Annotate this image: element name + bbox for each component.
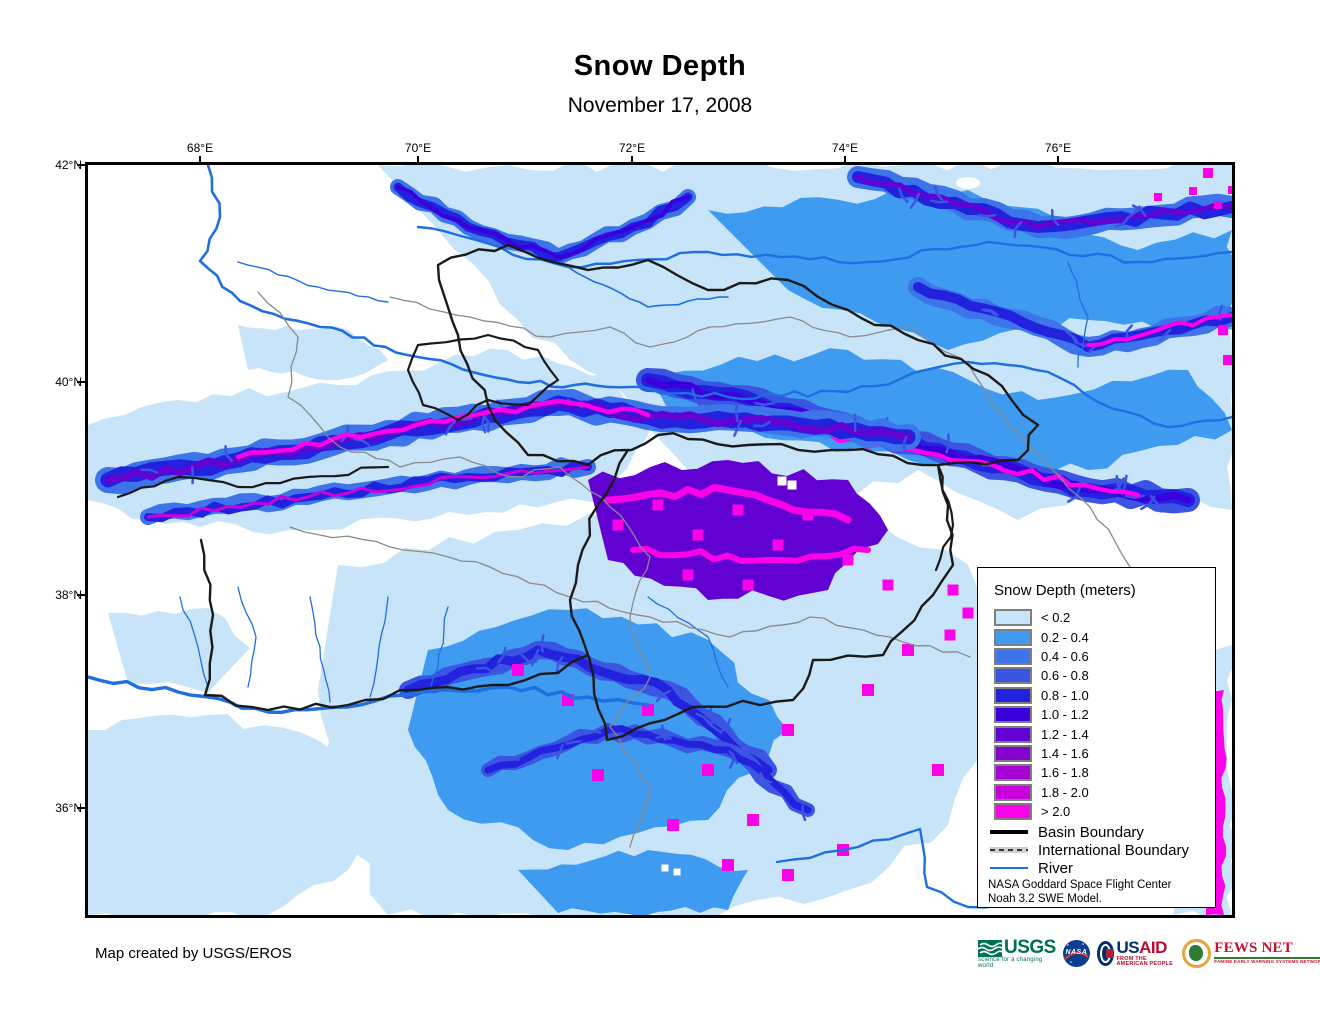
latitude-tick-mark xyxy=(77,594,85,596)
legend-class-row: 1.2 - 1.4 xyxy=(994,724,1089,743)
agency-logos: USGS science for a changing world NASA U… xyxy=(978,934,1320,972)
longitude-tick-mark xyxy=(199,156,201,164)
legend-line-row: International Boundary xyxy=(990,841,1189,859)
legend-source-line: NASA Goddard Space Flight Center xyxy=(988,879,1172,891)
legend-line-label: International Boundary xyxy=(1038,841,1189,859)
legend-class-row: 0.6 - 0.8 xyxy=(994,666,1089,685)
legend-class-row: < 0.2 xyxy=(994,608,1089,627)
legend-class-label: 1.0 - 1.2 xyxy=(1041,707,1089,723)
legend-line-list: Basin Boundary International Boundary Rive… xyxy=(990,823,1189,877)
usaid-tagline: FROM THE AMERICAN PEOPLE xyxy=(1116,955,1173,967)
usgs-tagline: science for a changing world xyxy=(978,957,1043,969)
legend-class-row: 0.2 - 0.4 xyxy=(994,627,1089,646)
map-legend: Snow Depth (meters) < 0.2 0.2 - 0.4 0.4 - … xyxy=(977,567,1216,908)
legend-class-row: > 2.0 xyxy=(994,802,1089,821)
international-line-sample xyxy=(990,847,1028,853)
legend-class-row: 0.4 - 0.6 xyxy=(994,647,1089,666)
usaid-logo-text-aid: AID xyxy=(1139,937,1167,957)
legend-class-label: > 2.0 xyxy=(1041,804,1071,820)
longitude-tick-label: 72°E xyxy=(618,141,646,155)
fews-tagline: FAMINE EARLY WARNING SYSTEMS NETWORK xyxy=(1214,959,1320,965)
snow-depth-map xyxy=(88,165,1232,915)
usaid-logo-text-us: US xyxy=(1116,937,1140,957)
usaid-seal-icon xyxy=(1096,940,1114,966)
legend-color-swatch xyxy=(994,744,1032,762)
legend-color-swatch xyxy=(994,609,1032,627)
map-frame: Snow Depth (meters) < 0.2 0.2 - 0.4 0.4 - … xyxy=(85,162,1235,918)
legend-color-swatch xyxy=(994,783,1032,801)
legend-color-swatch xyxy=(994,803,1032,821)
legend-class-row: 1.0 - 1.2 xyxy=(994,705,1089,724)
latitude-tick-label: 38°N xyxy=(55,588,82,602)
legend-color-swatch xyxy=(994,764,1032,782)
legend-color-swatch xyxy=(994,725,1032,743)
legend-class-row: 0.8 - 1.0 xyxy=(994,686,1089,705)
legend-class-label: 0.4 - 0.6 xyxy=(1041,648,1089,664)
legend-class-list: < 0.2 0.2 - 0.4 0.4 - 0.6 0.6 - 0.8 0.8 - 1.… xyxy=(994,608,1089,821)
latitude-tick-mark xyxy=(77,164,85,166)
legend-line-row: River xyxy=(990,859,1189,877)
map-date-subtitle: November 17, 2008 xyxy=(567,94,753,117)
legend-color-swatch xyxy=(994,667,1032,685)
latitude-tick-label: 36°N xyxy=(55,801,82,815)
legend-source-line: Noah 3.2 SWE Model. xyxy=(988,893,1102,905)
latitude-tick-mark xyxy=(77,381,85,383)
usgs-logo: USGS science for a changing world xyxy=(978,937,1056,969)
fews-logo-text: FEWS NET xyxy=(1214,940,1293,957)
legend-line-row: Basin Boundary xyxy=(990,823,1189,841)
longitude-tick-label: 76°E xyxy=(1044,141,1072,155)
legend-class-label: < 0.2 xyxy=(1041,610,1071,626)
legend-color-swatch xyxy=(994,706,1032,724)
usgs-wave-icon xyxy=(978,939,1002,957)
legend-color-swatch xyxy=(994,628,1032,646)
longitude-tick-label: 70°E xyxy=(404,141,432,155)
legend-class-row: 1.6 - 1.8 xyxy=(994,763,1089,782)
legend-class-label: 1.8 - 2.0 xyxy=(1041,784,1089,800)
legend-class-label: 0.6 - 0.8 xyxy=(1041,668,1089,684)
latitude-tick-mark xyxy=(77,807,85,809)
legend-class-label: 0.8 - 1.0 xyxy=(1041,687,1089,703)
legend-class-label: 1.4 - 1.6 xyxy=(1041,745,1089,761)
longitude-tick-label: 68°E xyxy=(186,141,214,155)
legend-class-row: 1.4 - 1.6 xyxy=(994,744,1089,763)
legend-color-swatch xyxy=(994,686,1032,704)
legend-title: Snow Depth (meters) xyxy=(994,582,1136,599)
legend-class-label: 1.2 - 1.4 xyxy=(1041,726,1089,742)
legend-class-label: 0.2 - 0.4 xyxy=(1041,629,1089,645)
longitude-tick-mark xyxy=(631,156,633,164)
longitude-tick-mark xyxy=(417,156,419,164)
legend-line-label: River xyxy=(1038,859,1074,877)
legend-class-row: 1.8 - 2.0 xyxy=(994,783,1089,802)
latitude-tick-label: 42°N xyxy=(55,158,82,172)
fews-net-logo: FEWS NET FAMINE EARLY WARNING SYSTEMS NE… xyxy=(1182,938,1320,968)
river-line-sample xyxy=(990,867,1028,869)
latitude-tick-label: 40°N xyxy=(55,375,82,389)
map-credit: Map created by USGS/EROS xyxy=(95,945,292,962)
legend-source-note: NASA Goddard Space Flight Center Noah 3.… xyxy=(988,878,1171,906)
legend-color-swatch xyxy=(994,647,1032,665)
nasa-meatball-icon: NASA xyxy=(1062,939,1090,967)
legend-class-label: 1.6 - 1.8 xyxy=(1041,765,1089,781)
usaid-logo: USAID FROM THE AMERICAN PEOPLE xyxy=(1096,937,1175,968)
basin-line-sample xyxy=(990,830,1028,834)
usgs-logo-text: USGS xyxy=(1004,937,1056,958)
fews-globe-icon xyxy=(1182,938,1212,968)
nasa-logo: NASA xyxy=(1062,939,1090,967)
longitude-tick-mark xyxy=(1057,156,1059,164)
map-title: Snow Depth xyxy=(573,50,747,82)
legend-line-label: Basin Boundary xyxy=(1038,823,1144,841)
longitude-tick-mark xyxy=(844,156,846,164)
nasa-logo-text: NASA xyxy=(1065,948,1088,956)
longitude-tick-label: 74°E xyxy=(831,141,859,155)
fews-underline xyxy=(1214,957,1320,960)
